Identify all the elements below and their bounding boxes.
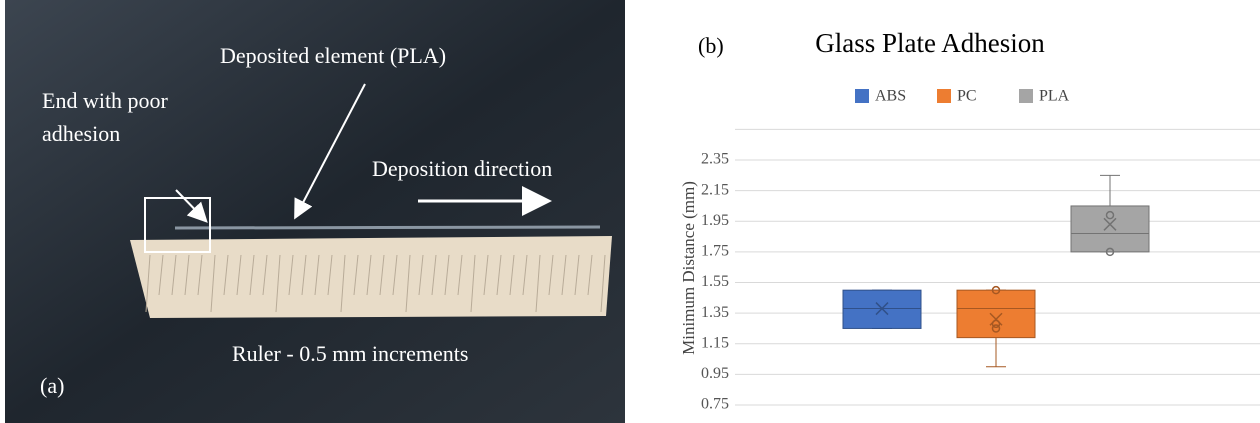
- panel-label: (a): [40, 373, 64, 398]
- annotation: Ruler - 0.5 mm increments: [232, 341, 468, 366]
- legend-swatch: [1019, 89, 1033, 103]
- ruler: [130, 236, 612, 318]
- y-tick-label: 0.75: [701, 396, 729, 413]
- annotation: Deposited element (PLA): [220, 43, 446, 68]
- y-tick-label: 2.15: [701, 181, 729, 198]
- chart-title: Glass Plate Adhesion: [815, 28, 1045, 58]
- photo: Deposited element (PLA) End with poor ad…: [5, 0, 625, 423]
- annotation: End with poor: [42, 88, 169, 113]
- legend-swatch: [937, 89, 951, 103]
- box: [957, 290, 1035, 337]
- legend-label: PC: [957, 88, 977, 105]
- filament: [175, 227, 600, 228]
- y-tick-label: 1.15: [701, 334, 729, 351]
- legend-label: PLA: [1039, 88, 1070, 105]
- y-tick-label: 1.35: [701, 304, 729, 321]
- y-tick-label: 1.75: [701, 243, 729, 260]
- legend-label: ABS: [875, 88, 906, 105]
- box: [1071, 206, 1149, 252]
- legend-swatch: [855, 89, 869, 103]
- y-tick-label: 1.55: [701, 273, 729, 290]
- annotation: Deposition direction: [372, 156, 552, 181]
- y-axis-label: Minimum Distance (mm): [679, 181, 698, 355]
- y-tick-label: 0.95: [701, 365, 729, 382]
- figure: Deposited element (PLA) End with poor ad…: [0, 0, 1260, 423]
- panel-label: (b): [698, 33, 724, 58]
- y-tick-label: 2.35: [701, 151, 729, 168]
- y-tick-label: 1.95: [701, 212, 729, 229]
- annotation: adhesion: [42, 121, 120, 146]
